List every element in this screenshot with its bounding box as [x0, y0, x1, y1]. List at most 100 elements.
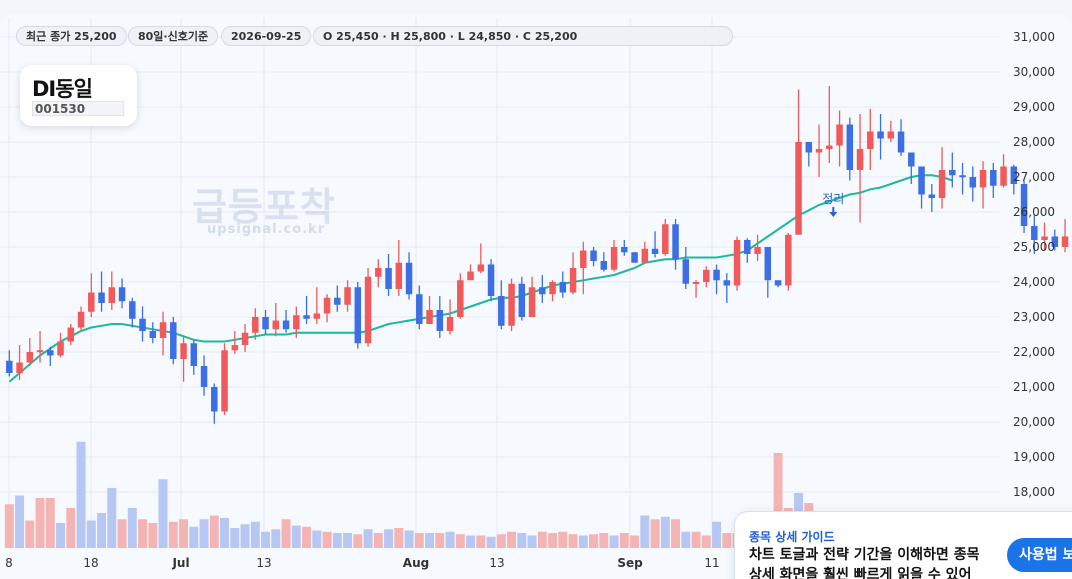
- guide-text: 차트 토글과 전략 기간을 이해하면 종목 상세 화면을 훨씬 빠르게 읽을 수…: [749, 547, 980, 579]
- volume-bar: [353, 534, 363, 548]
- candle-body: [170, 322, 177, 359]
- volume-bar: [681, 531, 691, 548]
- candle-body: [703, 269, 710, 282]
- volume-bar: [640, 515, 650, 548]
- x-tick-label: 13: [256, 556, 271, 570]
- volume-bar: [445, 531, 455, 548]
- guide-button[interactable]: 사용법 보기: [1007, 538, 1072, 572]
- volume-bar: [220, 518, 230, 548]
- candle-body: [190, 343, 198, 366]
- volume-bar: [609, 535, 619, 548]
- volume-bar: [76, 441, 86, 548]
- candle-body: [754, 247, 761, 254]
- chip-last-close: 최근 종가 25,200: [16, 26, 127, 46]
- volume-bar: [691, 531, 701, 548]
- candle-body: [518, 283, 526, 317]
- x-tick-label: 13: [489, 556, 504, 570]
- guide-kicker: 종목 상세 가이드: [749, 530, 835, 544]
- candle-body: [446, 317, 454, 331]
- candle-body: [662, 224, 669, 254]
- volume-bar: [517, 533, 527, 548]
- volume-bar: [404, 530, 414, 548]
- y-tick-label: 19,000: [1013, 450, 1055, 464]
- y-tick-label: 18,000: [1013, 485, 1055, 499]
- y-tick-label: 27,000: [1013, 170, 1055, 184]
- candle-body: [539, 287, 546, 295]
- x-tick-label: Sep: [617, 556, 643, 570]
- candle-body: [149, 331, 157, 338]
- volume-bar: [15, 495, 25, 548]
- volume-bar: [168, 521, 178, 548]
- candle-body: [846, 124, 854, 170]
- candle-body: [467, 271, 474, 281]
- chip-period: 80일·신호기준: [128, 26, 219, 46]
- y-tick-label: 21,000: [1013, 380, 1055, 394]
- volume-bar: [476, 535, 486, 548]
- volume-bar: [650, 519, 660, 548]
- candle-body: [272, 320, 280, 330]
- volume-bar: [240, 524, 250, 548]
- candle-body: [1041, 236, 1048, 240]
- volume-bar: [312, 530, 322, 548]
- volume-bar: [138, 519, 148, 548]
- candles: [6, 86, 1069, 424]
- volume-bar: [45, 498, 55, 548]
- volume-bar: [619, 533, 629, 548]
- candle-body: [764, 247, 772, 281]
- volume-bar: [343, 533, 353, 548]
- chart-card: [0, 14, 1072, 579]
- volume-bar: [671, 519, 681, 548]
- candle-body: [621, 247, 628, 253]
- volume-bar: [630, 535, 640, 548]
- volume-bar: [373, 533, 383, 548]
- candle-body: [528, 287, 536, 317]
- volume-bar: [302, 526, 312, 548]
- candle-body: [498, 296, 505, 326]
- candle-body: [262, 317, 269, 330]
- volume-bar: [455, 534, 465, 548]
- candle-body: [344, 287, 351, 305]
- y-axis: 18,000 19,000 20,000 21,000 22,000 23,000 24,0…: [1013, 30, 1055, 499]
- candle-body: [918, 166, 925, 195]
- volume-bar: [425, 533, 435, 548]
- candle-body: [979, 170, 987, 188]
- grid: [0, 18, 1000, 548]
- watermark-url: upsignal.co.kr: [207, 222, 326, 237]
- volume-bar: [496, 534, 506, 548]
- y-tick-label: 20,000: [1013, 415, 1055, 429]
- candle-body: [908, 152, 915, 167]
- candle-body: [887, 131, 895, 139]
- volume-bar: [773, 453, 783, 548]
- volume-bar: [466, 535, 476, 548]
- volume-bar: [281, 519, 291, 548]
- candle-body: [118, 287, 126, 302]
- y-tick-label: 26,000: [1013, 205, 1055, 219]
- y-tick-label: 24,000: [1013, 275, 1055, 289]
- watermark-title: 급등포착: [192, 185, 336, 229]
- volume-bar: [486, 536, 496, 548]
- candle-body: [416, 294, 423, 324]
- candle-body: [836, 124, 843, 146]
- candle-body: [723, 280, 731, 286]
- volume-bar: [117, 519, 127, 548]
- candle-body: [375, 268, 382, 277]
- candle-body: [959, 175, 966, 178]
- candle-body: [426, 310, 433, 324]
- candle-body: [508, 283, 515, 326]
- volume-bar: [97, 513, 107, 548]
- candle-body: [364, 276, 372, 344]
- volume-bar: [712, 521, 722, 548]
- y-tick-label: 28,000: [1013, 135, 1055, 149]
- candle-body: [1000, 166, 1007, 186]
- guide-popup: 종목 상세 가이드 차트 토글과 전략 기간을 이해하면 종목 상세 화면을 훨…: [734, 511, 1072, 579]
- volume-bar: [548, 533, 558, 548]
- candle-body: [559, 282, 567, 293]
- candle-body: [631, 252, 638, 263]
- candle-body: [334, 297, 341, 305]
- candle-body: [600, 261, 608, 270]
- candle-body: [405, 262, 413, 295]
- candle-body: [457, 280, 464, 317]
- candle-body: [252, 317, 259, 333]
- candle-body: [108, 287, 116, 303]
